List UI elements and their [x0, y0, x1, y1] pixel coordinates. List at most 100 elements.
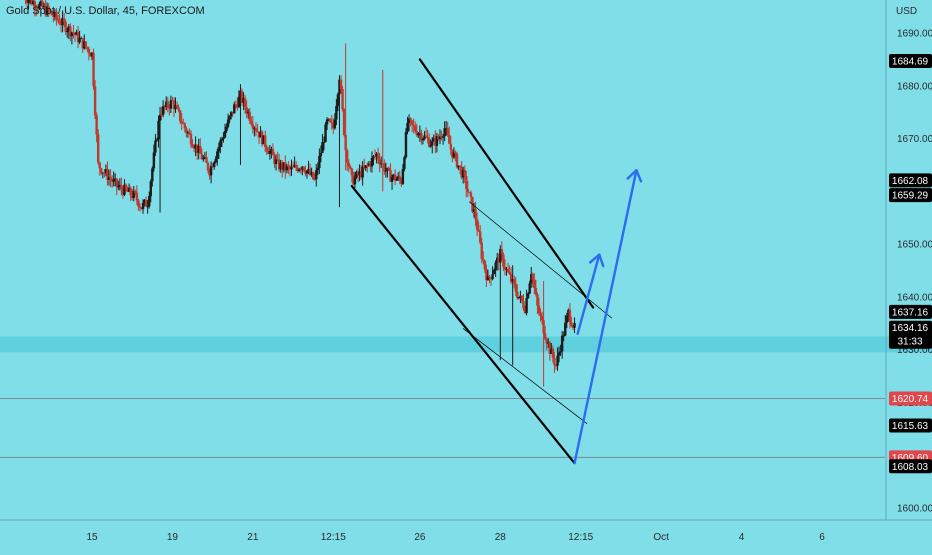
candle-body: [426, 137, 428, 138]
candle-body: [156, 139, 158, 140]
candle-body: [513, 279, 515, 284]
candle-body: [88, 49, 90, 54]
price-tag-value: 1620.74: [892, 394, 929, 405]
candle-body: [95, 115, 97, 134]
candle-body: [349, 167, 351, 169]
candle-body: [85, 41, 87, 47]
candle-body: [97, 134, 99, 162]
candle-body: [484, 261, 486, 270]
candle-body: [522, 301, 524, 308]
candle-body: [117, 186, 119, 187]
candle-body: [154, 141, 156, 153]
candle-body: [157, 121, 159, 140]
candle-body: [207, 163, 209, 171]
candle-body: [151, 168, 153, 181]
candle-body: [361, 167, 363, 178]
candle-body: [388, 168, 390, 170]
chart-title: Gold Spot / U.S. Dollar, 45, FOREXCOM: [6, 5, 205, 17]
candle-body: [334, 120, 336, 129]
candle-body: [252, 124, 254, 128]
candle-body: [348, 163, 350, 167]
candle-body: [266, 147, 268, 151]
x-tick-label: 19: [167, 532, 179, 543]
candle-body: [409, 118, 411, 120]
price-tag: 1659.29: [889, 188, 932, 202]
candle-body: [86, 47, 88, 49]
candle-body: [181, 121, 183, 123]
candle-body: [224, 131, 226, 137]
candle-body: [170, 100, 172, 109]
y-tick-label: 1600.00: [897, 504, 932, 515]
candle-body: [269, 151, 271, 154]
candle-body: [494, 262, 496, 270]
price-highlight-band: [0, 336, 932, 352]
candle-body: [399, 176, 401, 179]
candle-body: [515, 284, 517, 292]
price-tag: 1615.63: [889, 419, 932, 433]
candle-body: [221, 139, 223, 141]
candle-body: [482, 259, 484, 261]
candle-body: [185, 128, 187, 132]
candle-body: [160, 115, 162, 116]
candle-body: [188, 132, 190, 134]
candle-body: [477, 230, 479, 232]
candle-body: [507, 269, 509, 272]
candle-body: [377, 154, 379, 160]
candle-body: [561, 336, 563, 352]
candle-body: [504, 267, 506, 270]
candle-body: [470, 193, 472, 197]
x-tick-label: 12:15: [568, 532, 593, 543]
candle-body: [501, 249, 503, 254]
candle-body: [66, 31, 68, 32]
candle-body: [403, 157, 405, 169]
candle-body: [222, 137, 224, 139]
price-tag-value: 1662.08: [892, 176, 929, 187]
candle-body: [146, 206, 148, 207]
candle-body: [528, 283, 530, 293]
highlight-band-layer: [0, 336, 932, 352]
candle-body: [58, 20, 60, 24]
candle-body: [99, 162, 101, 168]
candle-body: [215, 159, 217, 163]
candle-body: [125, 185, 127, 190]
candle-body: [57, 19, 59, 21]
candle-body: [94, 86, 96, 115]
candle-body: [218, 147, 220, 152]
candle-body: [184, 123, 186, 128]
candle-body: [205, 157, 207, 163]
y-tick-label: 1690.00: [897, 29, 932, 40]
candle-body: [541, 316, 543, 321]
candle-body: [320, 153, 322, 156]
price-tag-value: 1608.03: [892, 462, 929, 473]
countdown-label: 31:33: [897, 337, 922, 348]
candle-body: [518, 297, 520, 298]
candle-body: [213, 162, 215, 167]
candle-body: [552, 349, 554, 358]
y-tick-label: 1640.00: [897, 292, 932, 303]
candle-body: [391, 177, 393, 182]
candle-body: [406, 123, 408, 132]
candle-body: [533, 280, 535, 288]
candle-body: [287, 166, 289, 167]
price-tag-value: 1615.63: [892, 421, 929, 432]
candle-body: [129, 188, 131, 196]
candle-body: [570, 322, 572, 326]
candle-body: [27, 0, 29, 3]
candle-body: [448, 135, 450, 144]
candle-body: [479, 231, 481, 242]
candle-body: [210, 166, 212, 175]
candle-body: [244, 98, 246, 107]
candle-body: [199, 146, 201, 154]
candle-body: [491, 274, 493, 279]
candle-body: [539, 313, 541, 316]
candle-body: [335, 106, 337, 120]
candle-body: [481, 243, 483, 259]
candle-body: [544, 333, 546, 339]
candle-body: [176, 105, 178, 107]
candle-body: [395, 179, 397, 181]
price-tag-value: 1659.29: [892, 191, 929, 202]
